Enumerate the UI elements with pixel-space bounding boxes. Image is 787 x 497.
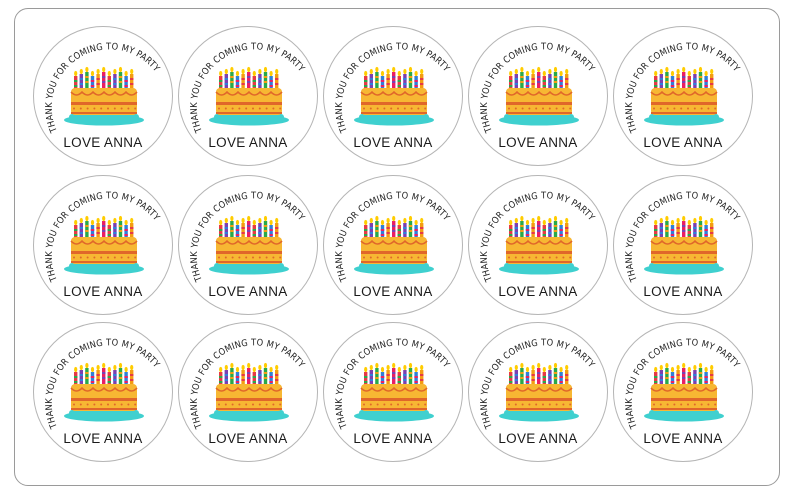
sticker-name: LOVE ANNA: [498, 431, 578, 446]
birthday-cake-icon: [499, 66, 579, 126]
sticker-name: LOVE ANNA: [353, 431, 433, 446]
sticker-name: LOVE ANNA: [208, 431, 288, 446]
birthday-cake-icon: [499, 215, 579, 275]
sticker: THANK YOU FOR COMING TO MY PARTY LOVE AN…: [468, 26, 608, 166]
sticker: THANK YOU FOR COMING TO MY PARTY LOVE AN…: [323, 26, 463, 166]
birthday-cake-icon: [644, 66, 724, 126]
sticker: THANK YOU FOR COMING TO MY PARTY LOVE AN…: [33, 322, 173, 462]
sticker: THANK YOU FOR COMING TO MY PARTY LOVE AN…: [323, 322, 463, 462]
birthday-cake-icon: [64, 362, 144, 422]
birthday-cake-icon: [354, 66, 434, 126]
birthday-cake-icon: [644, 362, 724, 422]
sticker: THANK YOU FOR COMING TO MY PARTY LOVE AN…: [178, 322, 318, 462]
sticker: THANK YOU FOR COMING TO MY PARTY LOVE AN…: [468, 322, 608, 462]
sticker-name: LOVE ANNA: [208, 284, 288, 299]
sticker: THANK YOU FOR COMING TO MY PARTY LOVE AN…: [613, 26, 753, 166]
sticker: THANK YOU FOR COMING TO MY PARTY LOVE AN…: [323, 175, 463, 315]
birthday-cake-icon: [354, 215, 434, 275]
sticker-name: LOVE ANNA: [353, 135, 433, 150]
sticker: THANK YOU FOR COMING TO MY PARTY LOVE AN…: [613, 175, 753, 315]
sticker: THANK YOU FOR COMING TO MY PARTY LOVE AN…: [178, 26, 318, 166]
sticker: THANK YOU FOR COMING TO MY PARTY LOVE AN…: [33, 26, 173, 166]
sticker-name: LOVE ANNA: [643, 431, 723, 446]
birthday-cake-icon: [209, 362, 289, 422]
birthday-cake-icon: [644, 215, 724, 275]
sticker-name: LOVE ANNA: [498, 135, 578, 150]
sticker-name: LOVE ANNA: [63, 431, 143, 446]
sticker-name: LOVE ANNA: [353, 284, 433, 299]
sticker-name: LOVE ANNA: [643, 284, 723, 299]
birthday-cake-icon: [499, 362, 579, 422]
sticker: THANK YOU FOR COMING TO MY PARTY LOVE AN…: [468, 175, 608, 315]
birthday-cake-icon: [64, 215, 144, 275]
birthday-cake-icon: [354, 362, 434, 422]
sticker-name: LOVE ANNA: [643, 135, 723, 150]
sticker-name: LOVE ANNA: [63, 284, 143, 299]
birthday-cake-icon: [64, 66, 144, 126]
sticker: THANK YOU FOR COMING TO MY PARTY LOVE AN…: [33, 175, 173, 315]
birthday-cake-icon: [209, 215, 289, 275]
sticker-name: LOVE ANNA: [498, 284, 578, 299]
sticker-name: LOVE ANNA: [208, 135, 288, 150]
sticker: THANK YOU FOR COMING TO MY PARTY LOVE AN…: [178, 175, 318, 315]
birthday-cake-icon: [209, 66, 289, 126]
sticker: THANK YOU FOR COMING TO MY PARTY LOVE AN…: [613, 322, 753, 462]
sticker-name: LOVE ANNA: [63, 135, 143, 150]
